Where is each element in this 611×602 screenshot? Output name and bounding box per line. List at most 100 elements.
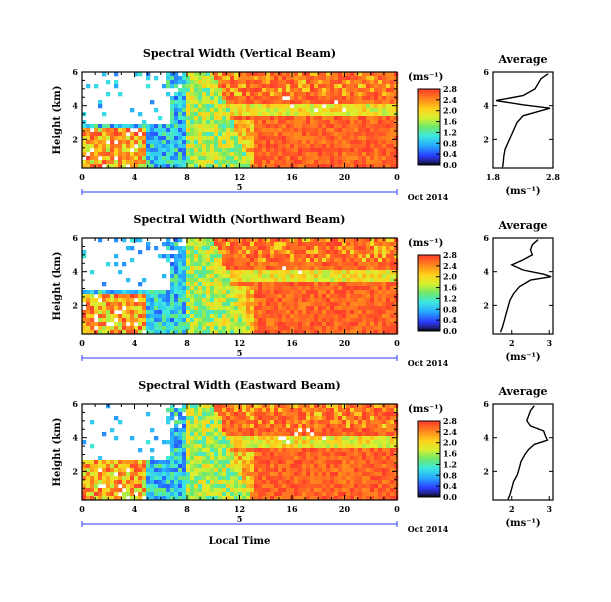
average-frame	[493, 238, 553, 334]
y-tick-label: 2	[72, 466, 78, 476]
colorbar-tick-label: 0.0	[443, 492, 457, 502]
date-label: Oct 2014	[408, 192, 449, 202]
x-tick-label: 4	[132, 504, 138, 514]
date-label: Oct 2014	[408, 358, 449, 368]
x-tick-label: 8	[184, 338, 190, 348]
colorbar-tick-label: 0.4	[443, 149, 457, 159]
y-tick-label: 2	[72, 300, 78, 310]
colorbar-unit: (ms⁻¹)	[408, 72, 443, 83]
colorbar-tick-label: 0.0	[443, 326, 457, 336]
x-tick-label: 0	[394, 338, 400, 348]
average-x-tick-label: 2.8	[546, 172, 560, 182]
y-axis-label: Height (km)	[52, 418, 63, 487]
colorbar	[418, 89, 440, 165]
panel-3: Spectral Width (Eastward Beam) 0 4 8 12 16 20 0…	[52, 379, 553, 547]
colorbar	[418, 255, 440, 331]
x-tick-label: 16	[286, 504, 298, 514]
average-x-label: (ms⁻¹)	[505, 186, 540, 197]
colorbar-tick-label: 2.4	[443, 427, 457, 437]
x-tick-label: 12	[234, 338, 245, 348]
average-y-tick-label: 4	[483, 267, 489, 277]
x-tick-label: 20	[339, 504, 351, 514]
x-tick-label: 0	[394, 504, 400, 514]
average-title: Average	[497, 219, 547, 232]
colorbar-tick-label: 2.8	[443, 250, 457, 260]
x-tick-label: 8	[184, 504, 190, 514]
average-y-tick-label: 4	[483, 101, 489, 111]
average-x-label: (ms⁻¹)	[505, 518, 540, 529]
colorbar-tick-label: 0.4	[443, 315, 457, 325]
average-y-tick-label: 2	[483, 300, 489, 310]
colorbar-tick-label: 0.8	[443, 138, 457, 148]
panel-title: Spectral Width (Vertical Beam)	[143, 47, 336, 60]
colorbar-tick-label: 1.6	[443, 283, 457, 293]
average-frame	[493, 404, 553, 500]
colorbar-tick-label: 1.2	[443, 127, 457, 137]
x-tick-label: 4	[132, 172, 138, 182]
y-tick-label: 6	[72, 233, 78, 243]
heatmap-field	[82, 238, 398, 334]
x-tick-label: 20	[339, 172, 351, 182]
heatmap-field	[82, 72, 398, 168]
x-tick-label: 8	[184, 172, 190, 182]
x-tick-label: 16	[286, 172, 298, 182]
average-title: Average	[497, 385, 547, 398]
colorbar-tick-label: 0.8	[443, 304, 457, 314]
x-tick-label: 12	[234, 504, 245, 514]
average-x-tick-label: 1.8	[486, 172, 500, 182]
x-tick-label: 4	[132, 338, 138, 348]
average-y-tick-label: 2	[483, 134, 489, 144]
colorbar-tick-label: 2.4	[443, 95, 457, 105]
average-y-tick-label: 4	[483, 433, 489, 443]
x-tick-label: 0	[394, 172, 400, 182]
y-axis-label: Height (km)	[52, 252, 63, 321]
x-axis-label: Local Time	[209, 536, 271, 547]
average-x-tick-label: 2	[509, 338, 515, 348]
average-profile-line	[508, 406, 547, 500]
colorbar-tick-label: 2.8	[443, 416, 457, 426]
colorbar-tick-label: 0.0	[443, 160, 457, 170]
average-y-tick-label: 2	[483, 466, 489, 476]
colorbar-tick-label: 2.0	[443, 438, 457, 448]
colorbar-unit: (ms⁻¹)	[408, 404, 443, 415]
x-tick-label: 0	[79, 338, 85, 348]
colorbar-tick-label: 2.8	[443, 84, 457, 94]
y-tick-label: 4	[72, 267, 78, 277]
average-x-tick-label: 3	[546, 504, 552, 514]
colorbar-tick-label: 0.4	[443, 481, 457, 491]
y-axis-label: Height (km)	[52, 86, 63, 155]
colorbar-tick-label: 0.8	[443, 470, 457, 480]
colorbar-tick-label: 2.4	[443, 261, 457, 271]
colorbar-tick-label: 1.2	[443, 293, 457, 303]
date-label: Oct 2014	[408, 524, 449, 534]
average-profile-line	[501, 240, 552, 333]
colorbar-tick-label: 1.6	[443, 449, 457, 459]
x-tick-label: 20	[339, 338, 351, 348]
average-x-label: (ms⁻¹)	[505, 352, 540, 363]
day-marker-label: 5	[237, 182, 243, 192]
day-marker-label: 5	[237, 348, 243, 358]
day-marker-label: 5	[237, 514, 243, 524]
average-title: Average	[497, 53, 547, 66]
panel-title: Spectral Width (Eastward Beam)	[138, 379, 340, 392]
average-frame	[493, 72, 553, 168]
panel-title: Spectral Width (Northward Beam)	[134, 213, 346, 226]
average-y-tick-label: 6	[483, 233, 489, 243]
x-tick-label: 16	[286, 338, 298, 348]
y-tick-label: 4	[72, 433, 78, 443]
heatmap-field	[82, 404, 398, 500]
colorbar-tick-label: 2.0	[443, 272, 457, 282]
average-profile-line	[496, 74, 550, 168]
y-tick-label: 4	[72, 101, 78, 111]
average-y-tick-label: 6	[483, 399, 489, 409]
average-x-tick-label: 3	[546, 338, 552, 348]
colorbar	[418, 421, 440, 497]
x-tick-label: 0	[79, 172, 85, 182]
colorbar-unit: (ms⁻¹)	[408, 238, 443, 249]
average-x-tick-label: 2	[509, 504, 515, 514]
colorbar-tick-label: 2.0	[443, 106, 457, 116]
y-tick-label: 6	[72, 399, 78, 409]
